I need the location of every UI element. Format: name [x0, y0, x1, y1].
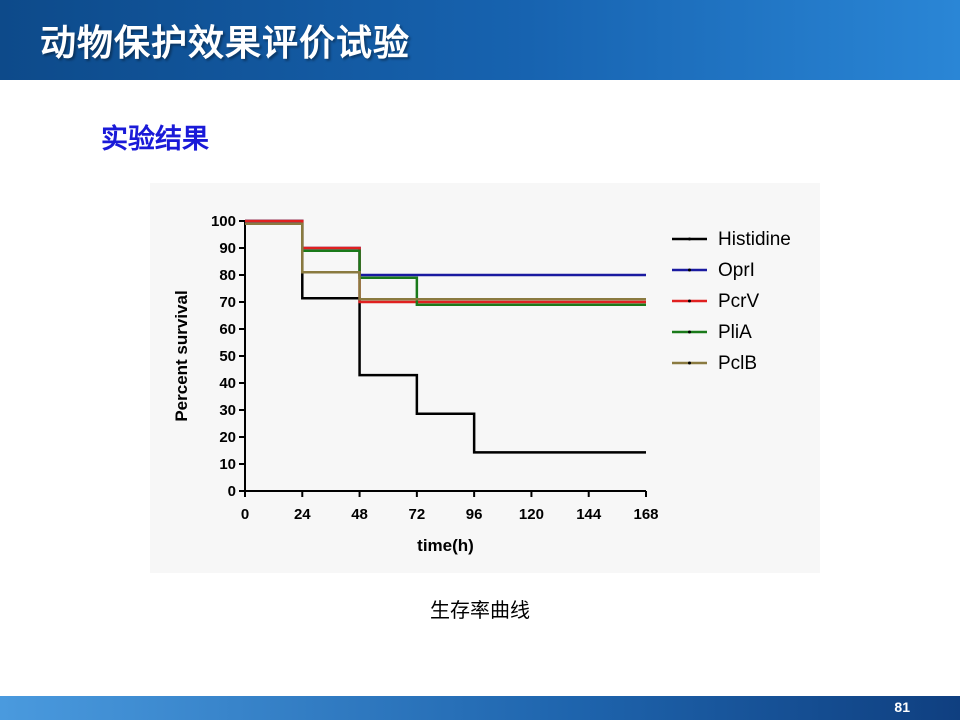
slide-title: 动物保护效果评价试验	[40, 23, 411, 64]
legend-label-pcrv: PcrV	[718, 291, 760, 312]
x-tick-label: 168	[633, 506, 658, 523]
legend-marker-opri	[688, 268, 691, 272]
x-tick-label: 24	[294, 506, 311, 523]
series-line-plia	[245, 222, 646, 306]
y-tick-label: 40	[219, 375, 236, 392]
legend-marker-pclb	[688, 361, 691, 365]
y-tick-label: 0	[228, 483, 236, 500]
footer-bar	[0, 696, 960, 720]
y-tick-label: 50	[219, 348, 236, 365]
series-line-histidine	[245, 219, 646, 454]
x-tick-label: 72	[409, 506, 426, 523]
y-tick-label: 60	[219, 321, 236, 338]
page-number: 81	[894, 699, 910, 715]
x-tick-label: 96	[466, 506, 483, 523]
x-axis-label: time(h)	[417, 536, 474, 555]
section-subtitle: 实验结果	[101, 124, 209, 155]
x-tick-label: 48	[351, 506, 368, 523]
legend-marker-pcrv	[688, 299, 691, 303]
y-tick-label: 90	[219, 240, 236, 257]
x-tick-label: 120	[519, 506, 544, 523]
survival-chart: 0 10 20 30 40 50 60 70 80 90 100 0 24 48 72 96 120 144 168…	[150, 183, 820, 573]
y-tick-label: 100	[211, 213, 236, 230]
x-tick-label: 0	[241, 506, 249, 523]
y-tick-label: 10	[219, 456, 236, 473]
legend-marker-histidine	[688, 237, 691, 241]
x-tick-label: 144	[576, 506, 602, 523]
legend-label-opri: OprI	[718, 260, 755, 281]
chart-caption: 生存率曲线	[430, 598, 530, 622]
y-axis-label: Percent survival	[172, 290, 191, 421]
legend-marker-plia	[688, 330, 691, 334]
series-line-pcrv	[245, 219, 646, 304]
y-tick-label: 70	[219, 294, 236, 311]
series-line-pclb	[245, 222, 646, 301]
title-bar: 动物保护效果评价试验	[0, 0, 960, 80]
legend-label-plia: PliA	[718, 322, 752, 343]
y-tick-label: 20	[219, 429, 236, 446]
legend-label-pclb: PclB	[718, 353, 757, 374]
y-tick-label: 30	[219, 402, 236, 419]
legend-label-histidine: Histidine	[718, 229, 791, 250]
survival-chart-svg: 0 10 20 30 40 50 60 70 80 90 100 0 24 48 72 96 120 144 168…	[172, 213, 791, 555]
y-tick-label: 80	[219, 267, 236, 284]
